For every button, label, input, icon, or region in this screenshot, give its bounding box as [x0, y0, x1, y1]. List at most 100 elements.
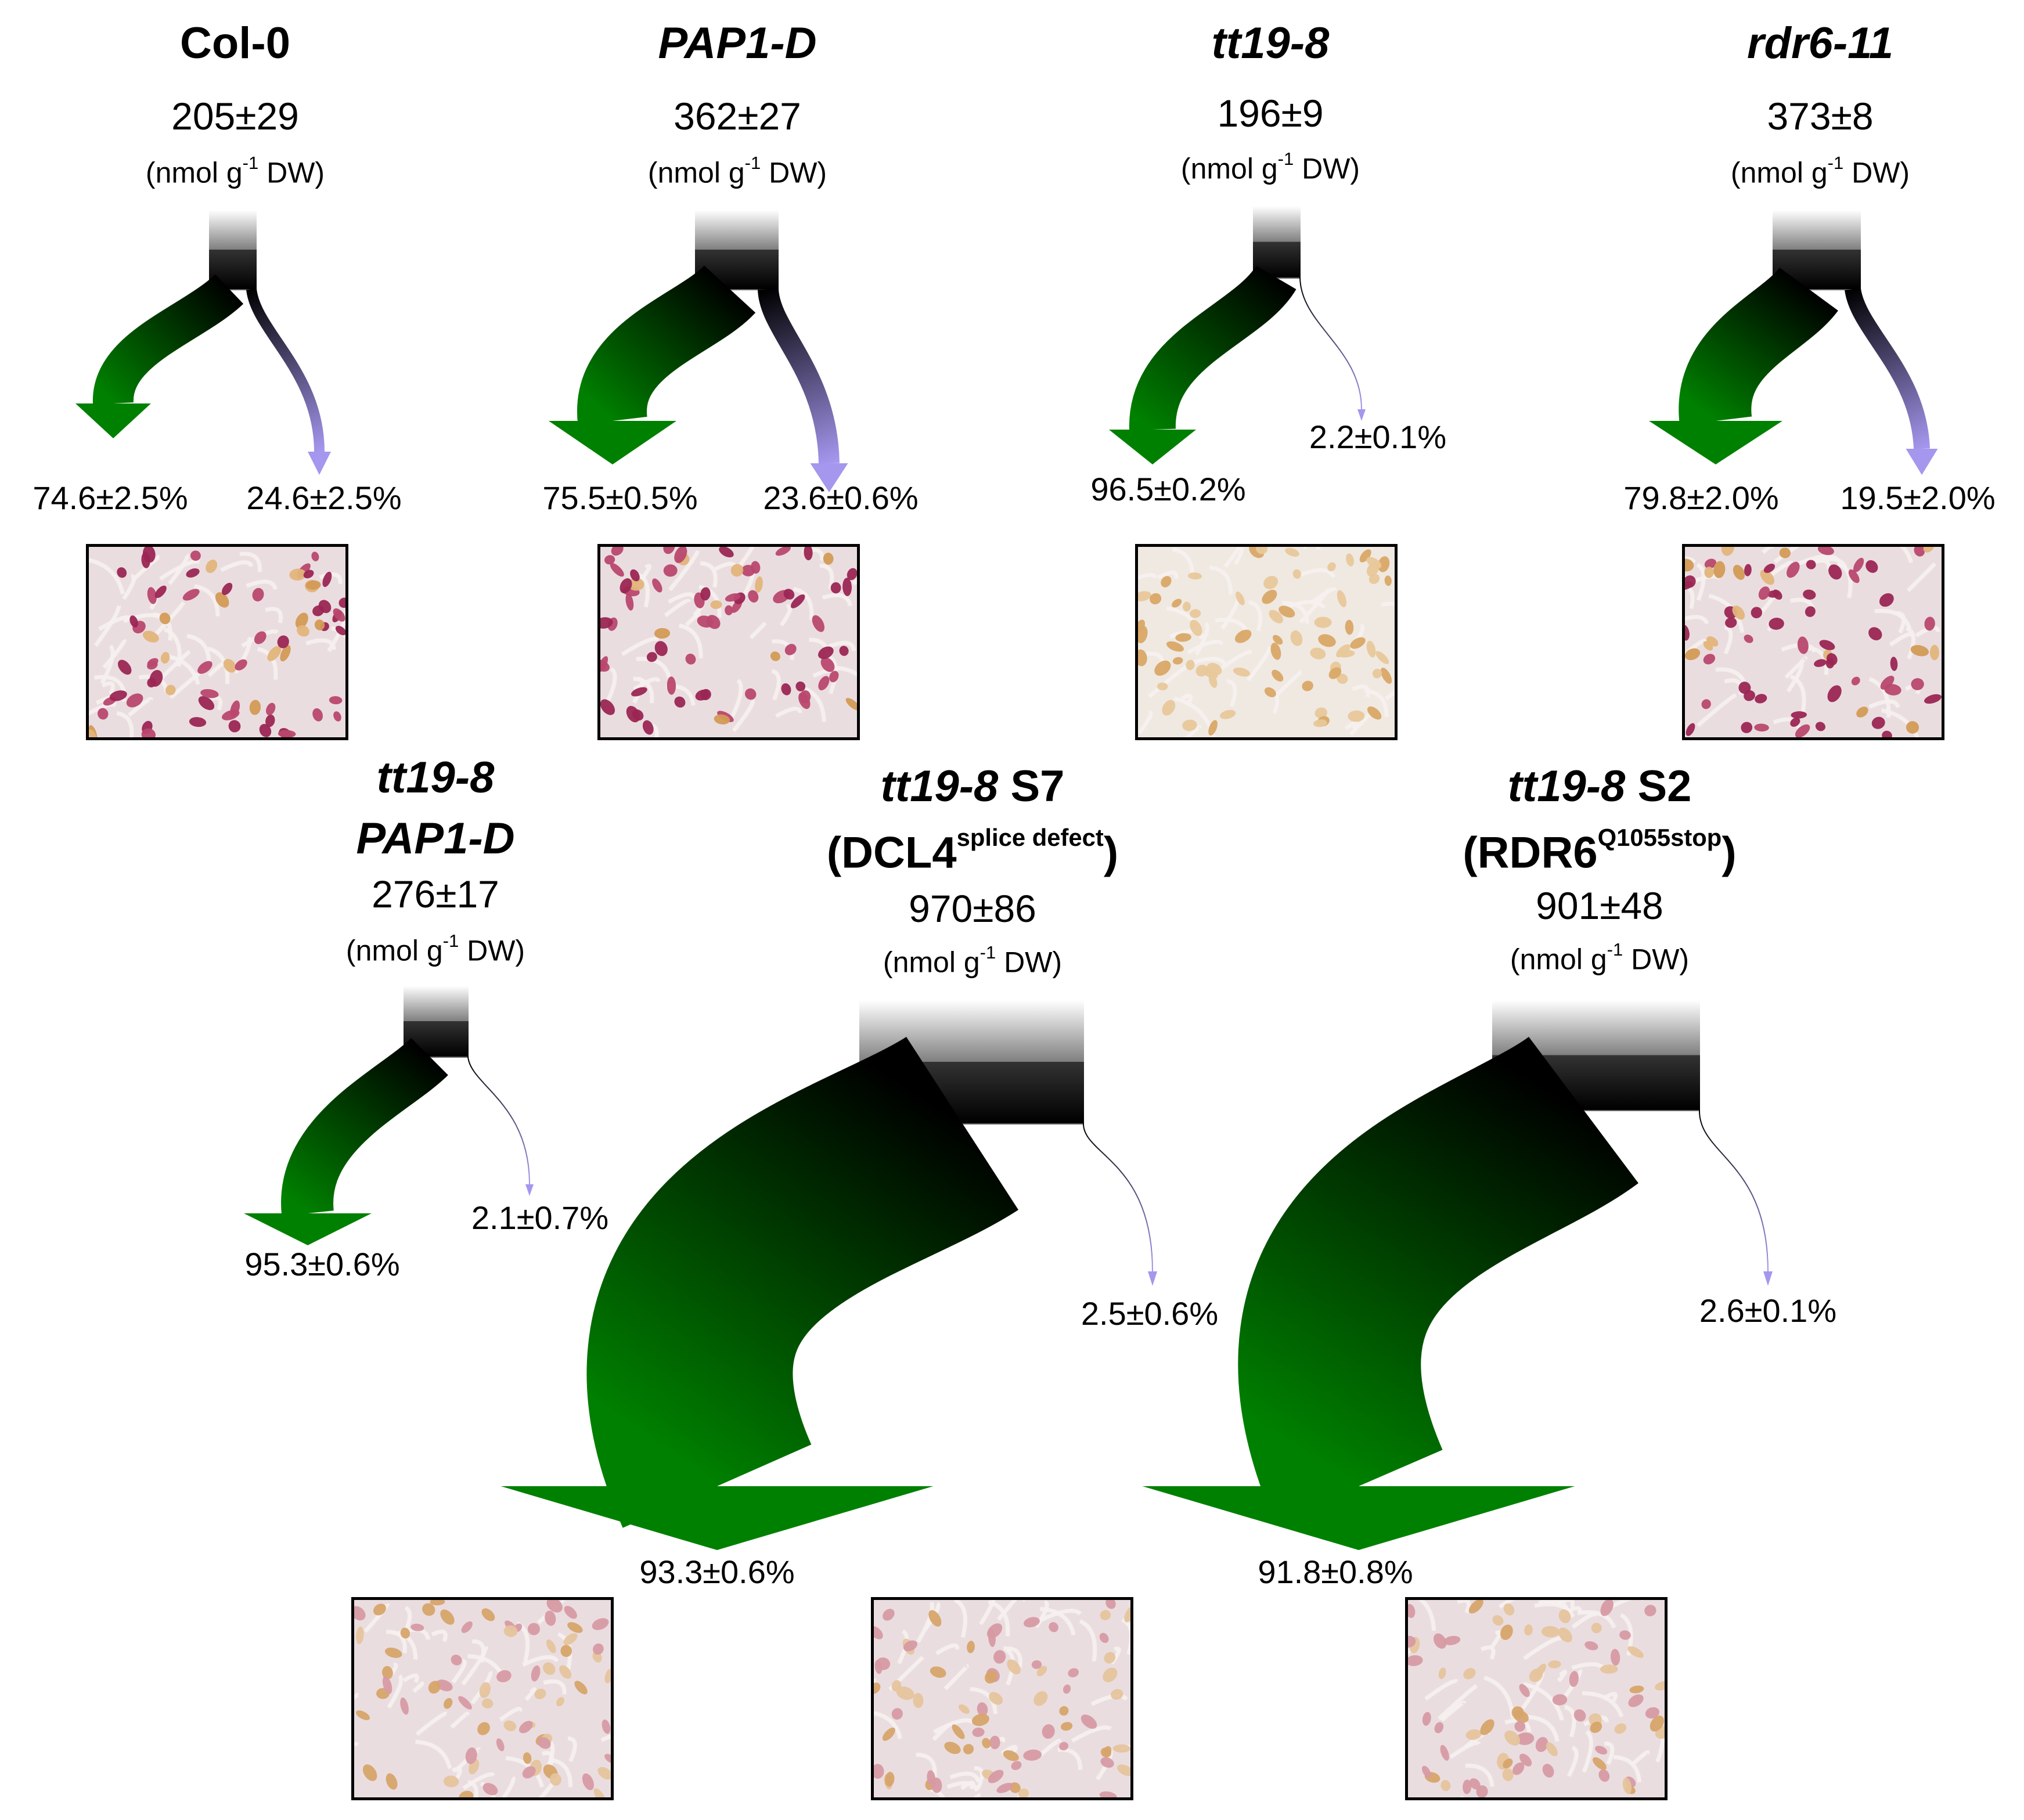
unit-label: (nmol g-1 DW) — [1731, 154, 1910, 187]
genotype-name: tt19-8 — [376, 753, 495, 802]
unit-suffix: DW) — [1623, 943, 1690, 976]
purple-flux-arrow — [467, 1056, 530, 1185]
green-flux-arrow — [1679, 266, 1838, 426]
genotype-name: rdr6-11 — [1746, 19, 1894, 68]
genotype-name: tt19-8 — [1507, 762, 1626, 811]
purple-arrowhead — [525, 1184, 534, 1196]
unit-exponent: -1 — [979, 942, 996, 963]
unit-suffix: DW) — [996, 946, 1063, 979]
seedling-photo — [871, 1597, 1133, 1800]
genotype-suffix: S2 — [1625, 762, 1692, 811]
unit-label: (nmol g-1 DW) — [883, 943, 1062, 976]
green-arrowhead — [1142, 1486, 1575, 1550]
purple-arrowhead — [308, 452, 331, 475]
unit-exponent: -1 — [442, 931, 459, 951]
total-content-value: 362±27 — [674, 95, 801, 138]
purple-flux-percent: 23.6±0.6% — [763, 480, 919, 516]
total-content-value: 196±9 — [1217, 92, 1324, 135]
green-flux-percent: 74.6±2.5% — [33, 480, 188, 516]
unit-prefix: (nmol g — [883, 946, 980, 979]
genotype-name: (DCL4 — [826, 828, 957, 878]
genotype-name: PAP1-D — [658, 19, 817, 68]
genotype-name: (RDR6 — [1463, 828, 1598, 878]
green-flux-percent: 95.3±0.6% — [244, 1246, 400, 1282]
seedling-photo — [1405, 1597, 1668, 1800]
genotype-title-line: rdr6-11 — [1747, 21, 1893, 66]
purple-arrowhead — [1148, 1271, 1157, 1286]
genotype-title-line: PAP1-D — [658, 21, 816, 66]
seedling-photo — [1135, 544, 1398, 740]
purple-arrowhead — [1906, 449, 1938, 475]
green-flux-arrow — [586, 1036, 1018, 1528]
purple-flux-percent: 2.6±0.1% — [1699, 1292, 1837, 1329]
unit-exponent: -1 — [744, 153, 761, 173]
unit-exponent: -1 — [1277, 149, 1294, 169]
green-arrowhead — [1649, 421, 1782, 464]
seedling-photo — [1682, 544, 1944, 740]
unit-label: (nmol g-1 DW) — [1181, 150, 1360, 183]
seedling-photo — [351, 1597, 614, 1800]
total-content-value: 205±29 — [171, 95, 299, 138]
unit-suffix: DW) — [761, 156, 827, 189]
purple-flux-percent: 2.1±0.7% — [471, 1199, 609, 1236]
green-flux-percent: 75.5±0.5% — [542, 480, 698, 516]
unit-prefix: (nmol g — [1730, 156, 1828, 189]
total-content-value: 373±8 — [1767, 95, 1874, 138]
genotype-name: tt19-8 — [1211, 19, 1330, 68]
purple-flux-percent: 24.6±2.5% — [246, 480, 402, 516]
genotype-title-line: tt19-8 — [377, 756, 495, 800]
green-flux-arrow — [92, 273, 244, 405]
genotype-name: PAP1-D — [356, 814, 515, 863]
unit-label: (nmol g-1 DW) — [146, 154, 325, 187]
unit-suffix: DW) — [258, 156, 325, 189]
genotype-suffix: ) — [1103, 828, 1119, 878]
green-arrowhead — [549, 421, 676, 464]
purple-flux-arrow — [1845, 287, 1930, 449]
genotype-title-line: tt19-8 S2 — [1508, 765, 1692, 809]
green-flux-arrow — [577, 264, 756, 426]
genotype-title-line: tt19-8 S7 — [881, 765, 1065, 809]
purple-arrowhead — [1763, 1271, 1773, 1286]
purple-flux-arrow — [1082, 1123, 1153, 1272]
green-flux-percent: 93.3±0.6% — [639, 1554, 795, 1590]
unit-prefix: (nmol g — [345, 934, 443, 967]
green-flux-percent: 91.8±0.8% — [1258, 1554, 1413, 1590]
purple-flux-percent: 19.5±2.0% — [1840, 480, 1996, 516]
unit-label: (nmol g-1 DW) — [346, 932, 525, 965]
purple-flux-percent: 2.2±0.1% — [1309, 419, 1447, 455]
unit-prefix: (nmol g — [1180, 152, 1278, 185]
unit-prefix: (nmol g — [1510, 943, 1607, 976]
purple-flux-arrow — [1299, 277, 1362, 410]
unit-label: (nmol g-1 DW) — [1510, 940, 1689, 974]
purple-flux-percent: 2.5±0.6% — [1081, 1295, 1219, 1332]
purple-flux-arrow — [1698, 1109, 1769, 1272]
genotype-title-line: Col-0 — [180, 21, 290, 66]
unit-exponent: -1 — [1827, 153, 1844, 173]
allele-superscript: Q1055stop — [1597, 824, 1722, 851]
purple-arrowhead — [1357, 409, 1366, 421]
unit-exponent: -1 — [1607, 939, 1623, 960]
genotype-suffix: ) — [1722, 828, 1737, 878]
green-flux-percent: 96.5±0.2% — [1090, 471, 1246, 507]
genotype-title-line: (DCL4splice defect) — [827, 826, 1118, 875]
allele-superscript: splice defect — [956, 824, 1104, 851]
genotype-title-line: PAP1-D — [356, 817, 514, 861]
green-flux-arrow — [281, 1037, 448, 1216]
total-content-value: 901±48 — [1536, 884, 1663, 927]
unit-suffix: DW) — [459, 934, 525, 967]
unit-suffix: DW) — [1843, 156, 1910, 189]
unit-prefix: (nmol g — [647, 156, 745, 189]
unit-prefix: (nmol g — [145, 156, 243, 189]
purple-flux-arrow — [758, 288, 840, 464]
total-content-value: 276±17 — [372, 873, 499, 916]
seedling-photo — [86, 544, 348, 740]
genotype-title-line: (RDR6Q1055stop) — [1463, 826, 1736, 875]
genotype-name: Col-0 — [180, 19, 290, 68]
genotype-title-line: tt19-8 — [1212, 21, 1330, 66]
green-arrowhead — [75, 403, 151, 438]
purple-arrowhead — [810, 463, 848, 492]
total-content-value: 970±86 — [909, 887, 1036, 930]
green-flux-arrow — [1238, 1035, 1638, 1523]
seedling-photo — [597, 544, 860, 740]
